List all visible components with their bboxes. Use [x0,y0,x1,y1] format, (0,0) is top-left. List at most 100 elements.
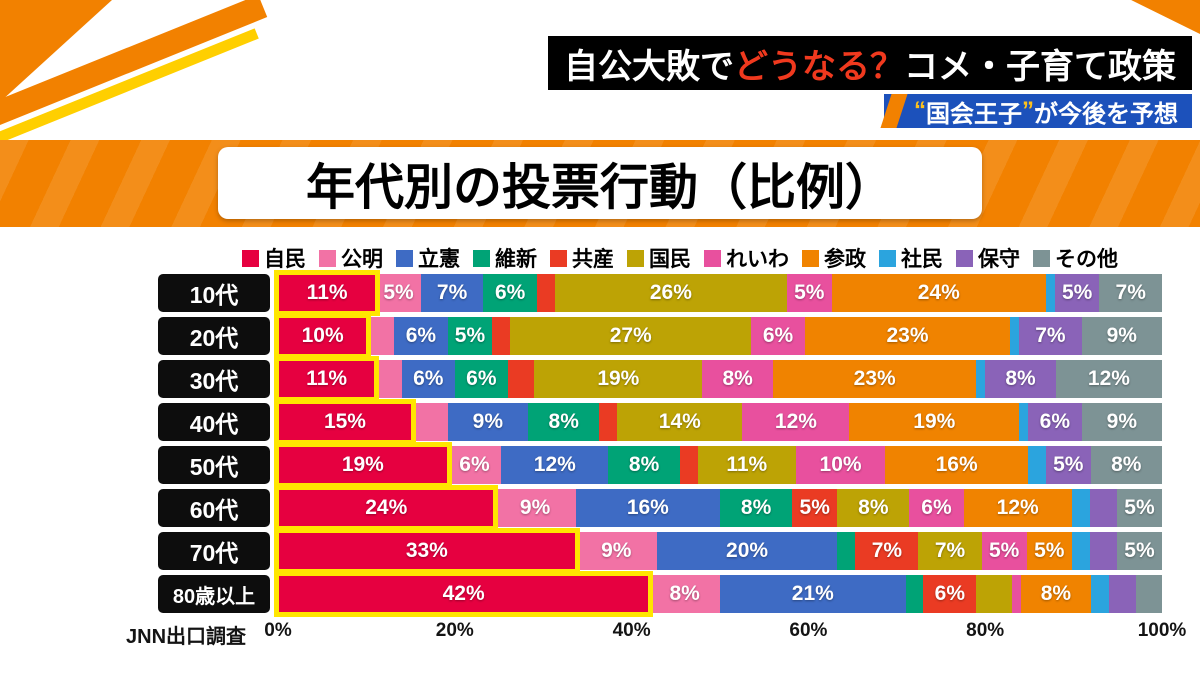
segment-reiwa: 8% [702,360,774,398]
bar-row: 11% 5% 7% 6% 26% 5% 24% 5% 7% [273,270,1162,316]
reiwa-color-swatch [704,249,721,267]
segment-label: 12% [533,453,576,476]
segment-label: 12% [1087,367,1130,390]
subheadline-quote-close: ” [1022,97,1034,124]
legend-item-jimin: 自民 [242,243,306,273]
legend-item-kokumin: 国民 [627,243,691,273]
subheadline-quote-open: “ [914,97,926,124]
segment-label: 23% [886,324,929,347]
segment-kyosan: 5% [792,489,838,527]
segment-label: 19% [597,367,640,390]
segment-shamin [1071,489,1090,527]
segment-label: 6% [762,324,794,347]
subheadline-name: 国会王子 [926,100,1022,128]
legend-label-komei: 公明 [341,248,383,271]
segment-kokumin: 27% [510,317,752,355]
segment-jimin: 10% [273,313,372,359]
segment-label: 5% [1124,539,1155,562]
segment-label: 5% [794,281,825,304]
segment-ishin: 6% [454,360,508,398]
age-label: 40代 [158,403,270,441]
segment-hoshu [1089,489,1117,527]
segment-kyosan [507,360,535,398]
shamin-color-swatch [879,249,896,267]
segment-komei: 9% [494,489,576,527]
segment-jimin: 15% [274,399,416,445]
segment-shamin [1028,446,1046,484]
segment-label: 8% [1040,582,1072,605]
age-label: 60代 [158,489,270,527]
segment-kyosan: 6% [923,575,977,613]
headline-post: コメ・子育て政策 [904,47,1176,86]
segment-label: 6% [405,324,437,347]
segment-label: 9% [519,496,551,519]
segment-label: 9% [601,539,632,562]
age-label: 20代 [158,317,270,355]
segment-label: 6% [459,453,490,476]
age-label: 30代 [158,360,270,398]
segment-label: 14% [658,410,701,433]
kokumin-color-swatch [627,249,644,267]
segment-sonota: 8% [1090,446,1163,484]
segment-label: 5% [1124,496,1155,519]
segment-label: 7% [871,539,903,562]
segment-label: 5% [454,324,486,347]
subheadline-rest: が今後を予想 [1034,100,1178,128]
legend-label-kokumin: 国民 [649,248,691,271]
segment-hoshu: 5% [1045,446,1091,484]
segment-label: 5% [1053,453,1084,476]
chart-rows: 10代 11% 5% 7% 6% 26% 5% 24% 5% 7% 20代 10% 6% 5% 27% 6% 2… [158,270,1163,618]
segment-ishin: 5% [447,317,493,355]
segment-kokumin [976,575,1012,613]
segment-sonota [1135,575,1163,613]
segment-label: 42% [442,582,485,605]
segment-shamin [976,360,986,398]
segment-label: 8% [858,496,889,519]
segment-label: 6% [921,496,952,519]
headline-pre: 自公大敗で [564,47,734,86]
legend-label-jimin: 自民 [264,248,306,271]
segment-label: 9% [472,410,504,433]
bar-row: 42% 8% 21% 6% 8% [273,571,1163,617]
segment-label: 6% [413,367,444,390]
chart-row: 30代 11% 6% 6% 19% 8% 23% 8% 12% [158,356,1162,402]
rikken-color-swatch [396,249,413,267]
segment-kyosan [679,446,698,484]
legend-item-komei: 公明 [319,243,383,273]
segment-label: 5% [988,539,1020,562]
segment-rikken: 16% [575,489,720,527]
segment-label: 21% [791,582,834,605]
top-right-decoration [1131,0,1200,34]
segment-rikken: 12% [501,446,609,484]
chart-row: 70代 33% 9% 20% 7% 7% 5% 5% 5% [158,528,1163,574]
segment-label: 5% [1061,281,1093,304]
segment-kyosan: 7% [855,532,919,570]
legend: 自民 公明 立憲 維新 共産 国民 れいわ 参政 社民 保守 その他 [165,243,1195,273]
segment-shamin [1071,532,1090,570]
axis-tick: 0% [264,620,292,641]
segment-ishin: 8% [608,446,680,484]
segment-hoshu: 8% [985,360,1056,398]
axis-tick: 60% [789,620,828,641]
hoshu-color-swatch [956,249,973,267]
segment-label: 8% [628,453,660,476]
segment-label: 9% [1106,324,1137,347]
segment-label: 15% [323,410,366,433]
segment-shamin [1010,317,1020,355]
segment-label: 20% [726,539,769,562]
segment-kokumin: 14% [617,403,743,441]
segment-label: 11% [726,453,768,476]
jimin-color-swatch [242,249,259,267]
segment-sansei: 16% [885,446,1029,484]
segment-hoshu: 6% [1028,403,1082,441]
segment-sansei: 23% [773,360,977,398]
segment-sonota: 5% [1116,489,1163,527]
bar-row: 10% 6% 5% 27% 6% 23% 7% 9% [273,313,1162,359]
legend-label-reiwa: れいわ [726,248,789,271]
segment-shamin [1019,403,1029,441]
segment-hoshu [1089,532,1117,570]
legend-item-sansei: 参政 [802,243,866,273]
komei-color-swatch [319,249,336,267]
segment-label: 26% [649,281,692,304]
legend-label-rikken: 立憲 [418,248,460,271]
